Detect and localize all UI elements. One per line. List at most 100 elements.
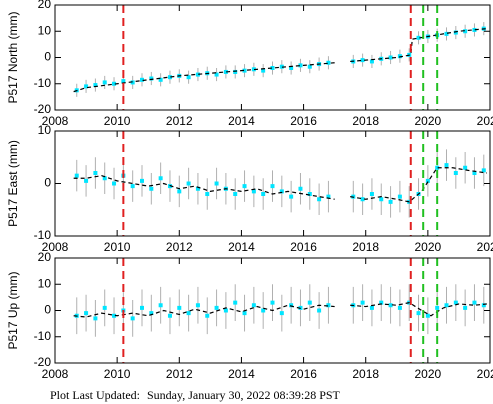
plot-area (73, 284, 487, 337)
data-point (84, 84, 89, 89)
data-point (289, 66, 294, 70)
x-tick-label: 2008 (42, 367, 69, 381)
y-tick-label: 20 (38, 250, 52, 264)
y-tick-label: 10 (38, 123, 52, 137)
data-point (435, 165, 440, 170)
data-point (233, 69, 238, 74)
data-point (307, 64, 312, 69)
frame (54, 4, 491, 111)
x-tick-label: 2016 (290, 367, 317, 381)
data-point (435, 305, 440, 310)
y-tick-label: 10 (38, 23, 52, 37)
data-point (140, 178, 144, 183)
data-point (453, 171, 458, 175)
data-point (214, 305, 219, 310)
data-point (130, 316, 135, 321)
x-tick-label: 2018 (352, 114, 379, 128)
data-point (186, 75, 191, 80)
data-point (158, 303, 163, 308)
data-point (397, 194, 402, 199)
y-tick-label: 0 (44, 50, 51, 64)
data-point (242, 184, 247, 189)
data-point (149, 186, 154, 191)
data-point (140, 305, 144, 310)
y-tick-label: -20 (34, 355, 52, 369)
data-point (416, 35, 421, 40)
data-point (177, 189, 182, 194)
data-point (326, 194, 331, 199)
x-tick-label: 2014 (228, 367, 255, 381)
y-tick-label: -20 (34, 102, 52, 116)
data-point (205, 313, 210, 318)
data-point (360, 197, 365, 202)
x-tick-label: 2016 (290, 240, 317, 254)
y-tick-label: 10 (38, 276, 52, 290)
y-axis-label: P517 North (mm) (6, 11, 20, 103)
data-point (444, 163, 449, 168)
x-tick-label: 2010 (104, 367, 131, 381)
data-point (425, 313, 430, 318)
data-point (261, 68, 266, 73)
data-point (307, 192, 312, 196)
data-point (74, 173, 79, 178)
data-point (251, 67, 256, 72)
data-point (388, 199, 393, 204)
data-point (388, 303, 393, 308)
data-point (444, 303, 449, 308)
data-point (112, 81, 117, 86)
x-tick-label: 2018 (352, 240, 379, 254)
x-tick-label: 2008 (42, 114, 69, 128)
data-point (130, 184, 135, 189)
data-point (149, 311, 154, 316)
data-point (369, 192, 374, 196)
data-point (140, 77, 144, 82)
data-point (84, 311, 89, 316)
y-tick-label: -10 (34, 329, 52, 343)
data-point (481, 168, 486, 173)
data-point (317, 308, 322, 313)
data-point (270, 300, 275, 305)
y-tick-label: 0 (44, 303, 51, 317)
y-axis-label: P517 East (mm) (6, 140, 20, 227)
data-point (444, 31, 449, 36)
data-point (270, 66, 275, 70)
data-point (379, 300, 384, 305)
data-point (251, 303, 256, 308)
x-tick-label: 2016 (290, 114, 317, 128)
y-tick-label: 20 (38, 0, 52, 11)
data-point (167, 313, 172, 318)
data-point (472, 171, 477, 175)
data-point (369, 305, 374, 310)
data-point (317, 197, 322, 202)
data-point (195, 186, 200, 191)
x-tick-label: 2022 (477, 114, 493, 128)
data-point (298, 63, 303, 68)
data-point (369, 59, 374, 64)
data-point (112, 313, 117, 318)
data-point (84, 178, 89, 183)
data-point (102, 176, 107, 181)
data-point (158, 176, 163, 181)
data-point (397, 54, 402, 59)
data-point (307, 300, 312, 305)
data-point (453, 30, 458, 35)
x-tick-label: 2014 (228, 240, 255, 254)
x-tick-label: 2008 (42, 240, 69, 254)
x-tick-label: 2020 (415, 367, 442, 381)
x-tick-label: 2010 (104, 114, 131, 128)
data-point (149, 76, 154, 81)
x-tick-label: 2012 (166, 367, 193, 381)
data-point (360, 58, 365, 63)
footer-date: Sunday, January 30, 2022 08:39:28 PST (147, 388, 341, 402)
y-tick-label: 0 (44, 176, 51, 190)
data-point (186, 311, 191, 316)
data-point (289, 194, 294, 199)
data-point (463, 29, 468, 34)
data-point (279, 189, 284, 194)
data-point (326, 60, 331, 65)
data-point (195, 72, 200, 77)
y-tick-label: -10 (34, 228, 52, 242)
data-point (195, 303, 200, 308)
data-point (388, 55, 393, 60)
